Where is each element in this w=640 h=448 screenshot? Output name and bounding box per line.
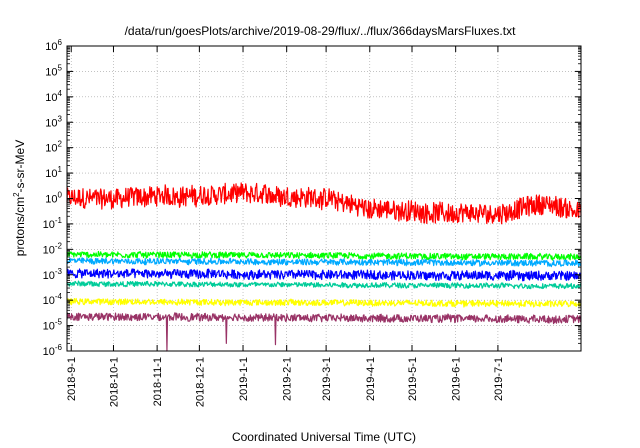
y-tick-label: 10-5 <box>43 318 63 333</box>
y-tick-base: 10 <box>43 321 55 333</box>
y-axis-label: protons/cm2-s-sr-MeV <box>12 140 27 256</box>
y-tick-exponent: -3 <box>55 267 63 276</box>
y-tick-base: 10 <box>43 219 55 231</box>
chart-title: /data/run/goesPlots/archive/2019-08-29/f… <box>125 24 517 38</box>
x-tick-label: 2019-6-1 <box>451 357 463 401</box>
y-tick-label: 104 <box>45 89 62 104</box>
x-tick-label: 2018-11-1 <box>152 357 164 406</box>
x-tick-label: 2019-3-1 <box>321 357 333 401</box>
x-tick-label: 2018-12-1 <box>194 357 206 407</box>
x-tick-label: 2018-10-1 <box>108 357 120 407</box>
y-tick-base: 10 <box>45 168 57 180</box>
y-tick-base: 10 <box>45 92 57 104</box>
series-line <box>66 280 582 290</box>
series-line <box>66 257 582 268</box>
x-axis-label: Coordinated Universal Time (UTC) <box>232 430 416 444</box>
x-tick-label: 2019-7-1 <box>493 357 505 401</box>
y-tick-base: 10 <box>43 244 55 256</box>
x-axis-ticks: 2018-9-1 2018-10-1 2018-11-1 2018-12-1 2019-… <box>66 46 505 407</box>
x-tick-label: 2018-9-1 <box>66 357 78 401</box>
y-tick-exponent: 0 <box>58 191 63 200</box>
x-tick-label: 2019-2-1 <box>282 357 294 401</box>
y-tick-exponent: 5 <box>58 63 63 72</box>
y-tick-exponent: -2 <box>55 241 63 250</box>
y-axis-ticks: 10-610-510-410-310-210-11001011021031041… <box>43 38 581 358</box>
y-tick-label: 10-6 <box>43 343 63 358</box>
y-tick-label: 100 <box>45 191 62 206</box>
y-tick-label: 10-2 <box>43 241 63 256</box>
y-tick-exponent: 4 <box>58 89 63 98</box>
y-tick-base: 10 <box>43 295 55 307</box>
y-tick-label: 10-1 <box>43 216 63 231</box>
y-tick-exponent: 6 <box>58 38 63 47</box>
y-tick-base: 10 <box>45 143 57 155</box>
x-tick-label: 2019-1-1 <box>238 357 250 401</box>
series-line <box>66 182 582 225</box>
series-line <box>66 250 582 261</box>
x-tick-label: 2019-4-1 <box>365 357 377 401</box>
series-line <box>66 268 582 282</box>
y-tick-base: 10 <box>43 270 55 282</box>
y-axis-label-part2: -s-sr-MeV <box>13 140 27 193</box>
y-tick-exponent: -5 <box>55 318 63 327</box>
y-tick-exponent: -1 <box>55 216 63 225</box>
y-axis-label-sup: 2 <box>12 192 21 197</box>
y-tick-exponent: 3 <box>58 114 63 123</box>
y-tick-label: 106 <box>45 38 62 53</box>
y-tick-base: 10 <box>45 117 57 129</box>
y-tick-label: 105 <box>45 63 62 78</box>
y-tick-label: 102 <box>45 140 62 155</box>
y-tick-exponent: 2 <box>58 140 63 149</box>
y-tick-label: 10-3 <box>43 267 63 282</box>
y-tick-label: 10-4 <box>43 292 63 307</box>
y-tick-base: 10 <box>43 346 55 358</box>
series-layer <box>66 182 582 352</box>
series-line <box>66 312 582 352</box>
y-tick-base: 10 <box>45 66 57 78</box>
x-tick-label: 2019-5-1 <box>407 357 419 401</box>
y-tick-exponent: -6 <box>55 343 63 352</box>
y-tick-exponent: 1 <box>58 165 63 174</box>
series-line <box>66 265 582 275</box>
y-tick-exponent: -4 <box>55 292 63 301</box>
y-tick-label: 103 <box>45 114 62 129</box>
y-tick-base: 10 <box>45 41 57 53</box>
y-axis-label-part1: protons/cm <box>13 197 27 256</box>
y-tick-label: 101 <box>45 165 62 180</box>
series-line <box>66 297 582 308</box>
y-tick-base: 10 <box>45 194 57 206</box>
